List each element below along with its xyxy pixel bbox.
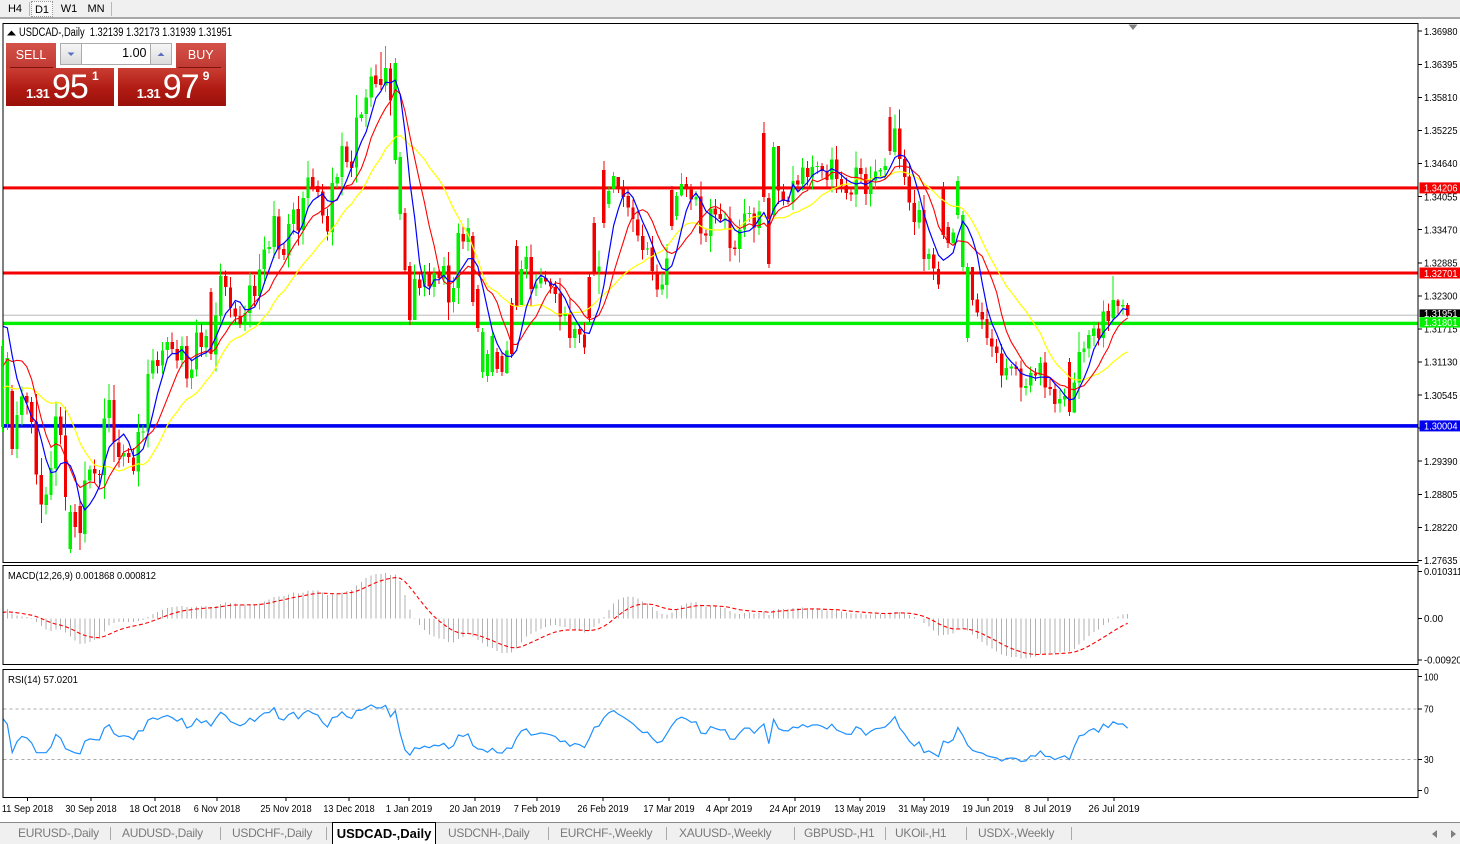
svg-text:1.29390: 1.29390 bbox=[1424, 456, 1458, 468]
svg-text:8 Jul 2019: 8 Jul 2019 bbox=[1025, 803, 1072, 815]
svg-text:70: 70 bbox=[1424, 704, 1434, 716]
svg-text:1.36980: 1.36980 bbox=[1424, 26, 1458, 38]
svg-text:1.33470: 1.33470 bbox=[1424, 224, 1458, 236]
svg-text:1.36395: 1.36395 bbox=[1424, 59, 1458, 71]
svg-text:30 Sep 2018: 30 Sep 2018 bbox=[65, 803, 116, 815]
svg-text:17 Mar 2019: 17 Mar 2019 bbox=[643, 803, 694, 815]
svg-text:1.31951: 1.31951 bbox=[1424, 308, 1458, 320]
svg-text:1.31801: 1.31801 bbox=[1424, 317, 1458, 329]
svg-text:11 Sep 2018: 11 Sep 2018 bbox=[2, 803, 53, 815]
svg-text:1.32701: 1.32701 bbox=[1424, 268, 1458, 280]
svg-text:USDCAD-,Daily 1.32139 1.32173: USDCAD-,Daily 1.32139 1.32173 1.31939 1.… bbox=[19, 27, 232, 39]
svg-text:1.30545: 1.30545 bbox=[1424, 390, 1458, 402]
svg-text:1.34055: 1.34055 bbox=[1424, 191, 1458, 203]
svg-text:-0.009203: -0.009203 bbox=[1424, 655, 1460, 667]
svg-text:31 May 2019: 31 May 2019 bbox=[898, 803, 949, 815]
svg-text:1.34640: 1.34640 bbox=[1424, 158, 1458, 170]
svg-text:1.32300: 1.32300 bbox=[1424, 291, 1458, 303]
svg-text:1.28220: 1.28220 bbox=[1424, 522, 1458, 534]
svg-text:25 Nov 2018: 25 Nov 2018 bbox=[260, 803, 311, 815]
svg-text:1.32885: 1.32885 bbox=[1424, 258, 1458, 270]
svg-text:1.28805: 1.28805 bbox=[1424, 489, 1458, 501]
svg-text:6 Nov 2018: 6 Nov 2018 bbox=[194, 803, 241, 815]
svg-text:1.35225: 1.35225 bbox=[1424, 125, 1458, 137]
svg-text:1 Jan 2019: 1 Jan 2019 bbox=[386, 803, 433, 815]
svg-text:13 Dec 2018: 13 Dec 2018 bbox=[323, 803, 374, 815]
svg-text:1.30004: 1.30004 bbox=[1424, 421, 1458, 433]
svg-text:26 Feb 2019: 26 Feb 2019 bbox=[577, 803, 628, 815]
svg-text:1.35810: 1.35810 bbox=[1424, 92, 1458, 104]
svg-text:18 Oct 2018: 18 Oct 2018 bbox=[129, 803, 180, 815]
svg-text:13 May 2019: 13 May 2019 bbox=[834, 803, 885, 815]
svg-text:19 Jun 2019: 19 Jun 2019 bbox=[962, 803, 1013, 815]
svg-text:4 Apr 2019: 4 Apr 2019 bbox=[706, 803, 753, 815]
svg-text:20 Jan 2019: 20 Jan 2019 bbox=[449, 803, 500, 815]
svg-text:MACD(12,26,9) 0.001868 0.00081: MACD(12,26,9) 0.001868 0.000812 bbox=[8, 570, 156, 582]
svg-text:100: 100 bbox=[1424, 671, 1438, 683]
svg-text:7 Feb 2019: 7 Feb 2019 bbox=[514, 803, 561, 815]
svg-text:0.00: 0.00 bbox=[1424, 613, 1443, 625]
svg-text:30: 30 bbox=[1424, 754, 1434, 766]
svg-text:1.31130: 1.31130 bbox=[1424, 357, 1458, 369]
svg-text:1.27635: 1.27635 bbox=[1424, 555, 1458, 567]
svg-text:24 Apr 2019: 24 Apr 2019 bbox=[769, 803, 820, 815]
svg-text:1.34206: 1.34206 bbox=[1424, 183, 1458, 195]
svg-text:0.010311: 0.010311 bbox=[1424, 566, 1460, 578]
svg-text:0: 0 bbox=[1424, 785, 1429, 797]
svg-text:RSI(14) 57.0201: RSI(14) 57.0201 bbox=[8, 674, 78, 686]
svg-text:26 Jul 2019: 26 Jul 2019 bbox=[1088, 803, 1139, 815]
